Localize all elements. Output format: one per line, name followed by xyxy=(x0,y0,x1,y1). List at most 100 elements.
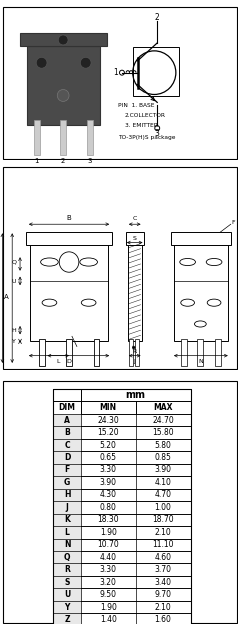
Text: 2: 2 xyxy=(155,13,160,22)
Bar xyxy=(53,476,81,488)
Polygon shape xyxy=(20,33,107,46)
Text: Y: Y xyxy=(64,603,70,611)
Text: N: N xyxy=(64,540,70,549)
Text: 4.70: 4.70 xyxy=(155,490,172,499)
Bar xyxy=(198,339,203,366)
Text: 1.40: 1.40 xyxy=(100,615,117,624)
Text: 5.80: 5.80 xyxy=(155,441,172,450)
Ellipse shape xyxy=(207,299,221,306)
Bar xyxy=(53,613,191,626)
Text: 0.80: 0.80 xyxy=(100,503,117,512)
Text: J: J xyxy=(66,503,68,512)
Text: 24.70: 24.70 xyxy=(152,416,174,424)
Text: 9.70: 9.70 xyxy=(155,590,172,599)
Bar xyxy=(53,501,191,514)
Text: 3.20: 3.20 xyxy=(100,577,117,587)
Bar xyxy=(53,588,81,601)
Text: 24.30: 24.30 xyxy=(97,416,119,424)
Bar xyxy=(133,47,179,97)
Text: U: U xyxy=(64,590,70,599)
Text: 3.70: 3.70 xyxy=(155,565,172,574)
Bar xyxy=(53,564,191,576)
Text: R: R xyxy=(64,565,70,574)
Bar xyxy=(53,514,191,526)
Bar xyxy=(53,539,191,551)
Text: R: R xyxy=(132,349,137,354)
Bar xyxy=(174,245,228,341)
Text: 2.10: 2.10 xyxy=(155,603,172,611)
Text: DIM: DIM xyxy=(59,403,76,412)
Bar xyxy=(53,426,81,439)
Text: Z: Z xyxy=(64,615,70,624)
Text: 3: 3 xyxy=(155,129,160,138)
Bar xyxy=(53,588,191,601)
Bar xyxy=(30,245,108,341)
Text: 2.COLLECTOR: 2.COLLECTOR xyxy=(125,113,166,118)
Bar xyxy=(87,120,93,155)
Bar xyxy=(53,389,191,401)
Text: Y: Y xyxy=(12,339,16,344)
Bar xyxy=(26,233,112,245)
Bar xyxy=(171,233,231,245)
Bar xyxy=(53,526,81,539)
Text: D: D xyxy=(64,453,70,462)
Bar xyxy=(53,601,191,613)
Circle shape xyxy=(59,252,79,272)
Bar xyxy=(53,514,81,526)
Bar xyxy=(53,564,191,576)
Text: S: S xyxy=(64,577,70,587)
Bar xyxy=(53,464,191,476)
Circle shape xyxy=(36,57,47,68)
Text: H: H xyxy=(64,490,70,499)
Text: L: L xyxy=(56,359,60,364)
Text: 1: 1 xyxy=(113,68,118,77)
Bar xyxy=(53,439,191,451)
Ellipse shape xyxy=(81,299,96,306)
Text: 10.70: 10.70 xyxy=(97,540,119,549)
Text: C: C xyxy=(132,216,137,221)
Circle shape xyxy=(120,70,124,75)
Ellipse shape xyxy=(180,258,195,266)
Text: 3.90: 3.90 xyxy=(155,465,172,475)
Bar xyxy=(53,401,191,414)
Bar xyxy=(53,526,191,539)
Bar xyxy=(53,451,191,464)
Text: L: L xyxy=(65,528,70,537)
Text: 3. EMITTER: 3. EMITTER xyxy=(125,123,158,128)
Bar xyxy=(53,613,191,626)
Bar xyxy=(53,613,81,626)
Bar xyxy=(53,426,191,439)
Bar xyxy=(53,464,191,476)
Text: Q: Q xyxy=(64,553,70,562)
Bar xyxy=(53,588,191,601)
Text: D: D xyxy=(67,359,72,364)
Text: B: B xyxy=(64,428,70,437)
Bar xyxy=(53,551,191,564)
Bar xyxy=(53,501,191,514)
Bar xyxy=(53,526,191,539)
Ellipse shape xyxy=(181,299,194,306)
Text: 18.70: 18.70 xyxy=(152,515,174,524)
Text: 15.20: 15.20 xyxy=(97,428,119,437)
Bar xyxy=(53,464,81,476)
Text: 0.65: 0.65 xyxy=(100,453,117,462)
Text: K: K xyxy=(64,515,70,524)
Text: F: F xyxy=(65,465,70,475)
Text: 18.30: 18.30 xyxy=(97,515,119,524)
Bar xyxy=(53,389,191,626)
Text: 9.50: 9.50 xyxy=(100,590,117,599)
Bar xyxy=(53,539,81,551)
Polygon shape xyxy=(27,46,100,125)
Bar xyxy=(53,564,81,576)
Ellipse shape xyxy=(194,321,206,327)
Text: MAX: MAX xyxy=(153,403,173,412)
Text: 15.80: 15.80 xyxy=(152,428,174,437)
Bar xyxy=(53,551,81,564)
Text: S: S xyxy=(133,236,137,241)
Bar xyxy=(53,501,81,514)
Bar xyxy=(129,339,133,366)
Bar xyxy=(128,245,142,341)
Text: TO-3P(H)S package: TO-3P(H)S package xyxy=(118,135,175,140)
Bar xyxy=(66,339,72,366)
Text: 3.30: 3.30 xyxy=(100,565,117,574)
